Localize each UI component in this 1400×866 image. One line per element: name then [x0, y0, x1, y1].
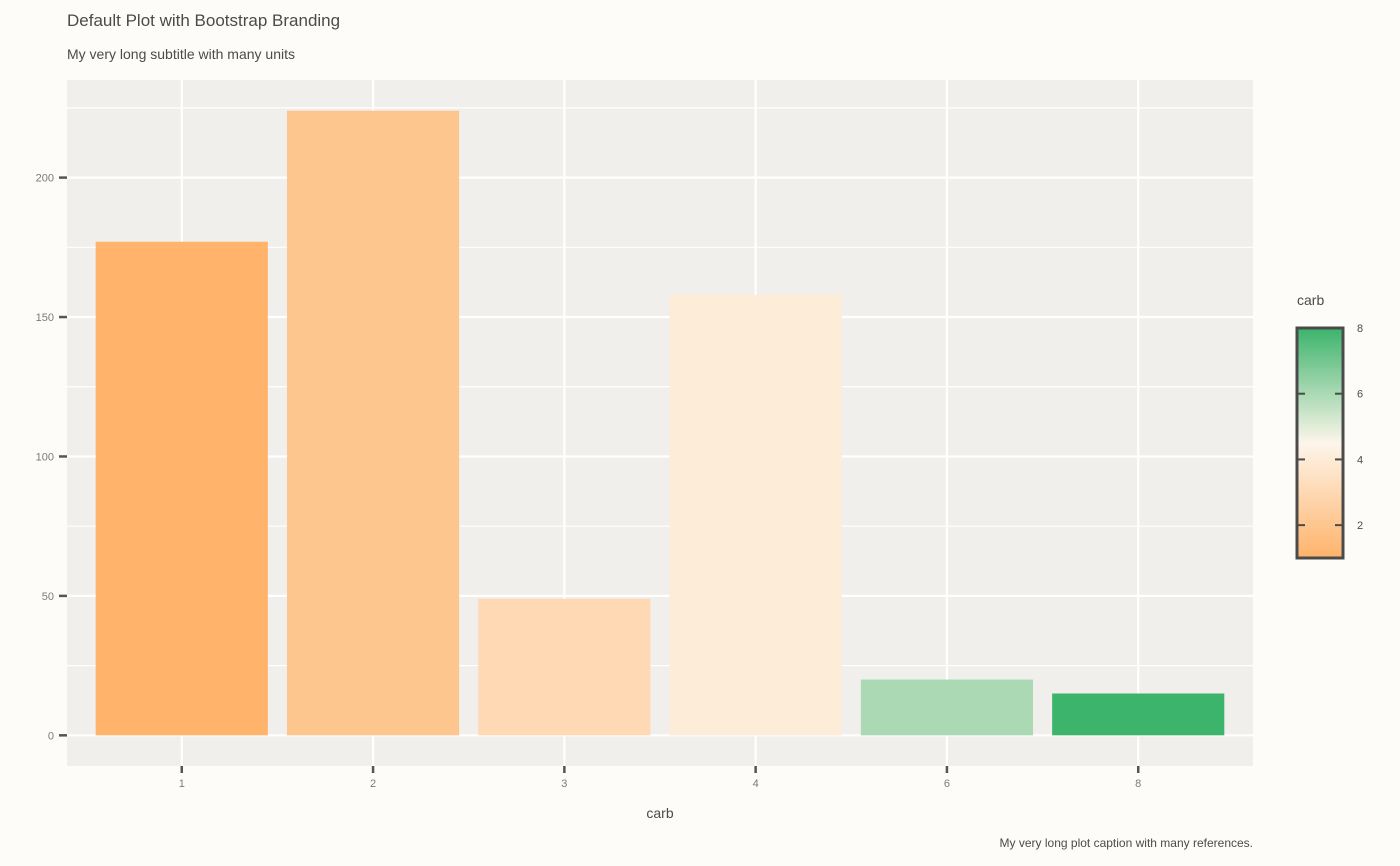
y-tick-label: 150 [36, 312, 54, 324]
x-tick-label: 6 [944, 778, 950, 790]
legend-title: carb [1297, 292, 1324, 308]
y-tick-label: 50 [42, 591, 54, 603]
legend-tick-label: 2 [1357, 520, 1363, 532]
legend-ticks: 2 4 6 8 [1297, 323, 1363, 532]
y-tick-label: 0 [48, 730, 54, 742]
bar-3 [478, 598, 651, 736]
y-axis: 0 50 100 150 200 [36, 173, 67, 742]
bar-2 [286, 110, 460, 736]
legend-tick-label: 6 [1357, 389, 1363, 401]
x-tick-label: 4 [753, 778, 759, 790]
y-tick-label: 200 [36, 173, 54, 185]
y-tick-label: 100 [36, 451, 54, 463]
chart-title: Default Plot with Bootstrap Branding [67, 11, 341, 30]
legend-tick-label: 4 [1357, 454, 1363, 466]
legend: carb 2 4 6 8 [1295, 292, 1363, 560]
legend-colorbar [1295, 326, 1345, 560]
x-tick-label: 1 [179, 778, 185, 790]
chart-caption: My very long plot caption with many refe… [999, 836, 1253, 850]
x-axis: 1 2 3 4 6 8 [179, 766, 1141, 790]
bar-6 [860, 679, 1034, 736]
bars [95, 110, 1225, 736]
bar-1 [95, 241, 268, 736]
x-tick-label: 8 [1135, 778, 1141, 790]
legend-tick-label: 8 [1357, 323, 1363, 335]
x-tick-label: 3 [561, 778, 567, 790]
chart-subtitle: My very long subtitle with many units [67, 46, 295, 62]
x-tick-label: 2 [370, 778, 376, 790]
bar-4 [669, 294, 842, 736]
x-axis-title: carb [646, 805, 673, 821]
bar-8 [1052, 693, 1225, 736]
